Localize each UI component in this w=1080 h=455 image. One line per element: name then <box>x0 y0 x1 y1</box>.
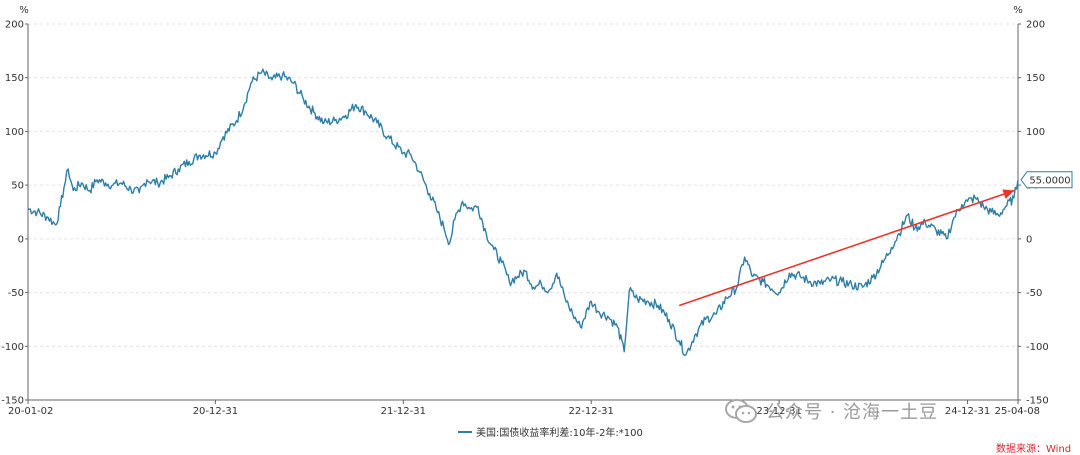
y-tick-label-right: -50 <box>1026 288 1042 299</box>
watermark: 公众号 · 沧海一土豆 <box>724 398 938 424</box>
y-tick-label-left: 150 <box>5 73 24 84</box>
y-tick-label-right: 150 <box>1026 73 1045 84</box>
x-tick-label: 20-12-31 <box>193 406 238 417</box>
y-tick-label-left: 100 <box>5 127 24 138</box>
y-tick-label-left: -100 <box>1 342 24 353</box>
left-axis-unit: % <box>19 5 29 16</box>
source-note: 数据来源：Wind <box>996 444 1072 455</box>
series-line-spread <box>27 68 1019 356</box>
y-tick-label-left: 0 <box>18 234 24 245</box>
trend-arrow <box>678 189 1015 307</box>
y-tick-label-left: 200 <box>5 20 24 31</box>
y-tick-label-left: -50 <box>8 288 24 299</box>
y-tick-label-right: 0 <box>1026 234 1032 245</box>
x-tick-label: 23-12-31 <box>756 406 801 417</box>
wechat-icon <box>725 399 757 423</box>
y-tick-label-right: 200 <box>1026 20 1045 31</box>
trend-arrow-head <box>1002 189 1015 199</box>
watermark-text: 公众号 · 沧海一土豆 <box>766 402 939 423</box>
y-tick-label-right: -150 <box>1026 396 1049 407</box>
x-tick-label: 24-12-31 <box>945 406 990 417</box>
y-tick-label-left: 50 <box>11 181 24 192</box>
legend-swatch <box>458 430 472 433</box>
y-tick-label-left: -150 <box>1 396 24 407</box>
x-tick-label: 20-01-02 <box>8 406 53 417</box>
x-tick-label: 22-12-31 <box>569 406 614 417</box>
legend[interactable]: 美国:国债收益率利差:10年-2年:*100 <box>458 424 643 439</box>
x-tick-label: 21-12-31 <box>381 406 426 417</box>
last-value-tag <box>1020 171 1073 189</box>
legend-label: 美国:国债收益率利差:10年-2年:*100 <box>476 428 643 439</box>
y-tick-label-right: -100 <box>1026 342 1049 353</box>
y-tick-label-right: 100 <box>1026 127 1045 138</box>
right-axis-unit: % <box>1013 5 1023 16</box>
last-value-label: 55.0000 <box>1029 175 1070 186</box>
x-tick-label: 25-04-08 <box>995 406 1040 417</box>
